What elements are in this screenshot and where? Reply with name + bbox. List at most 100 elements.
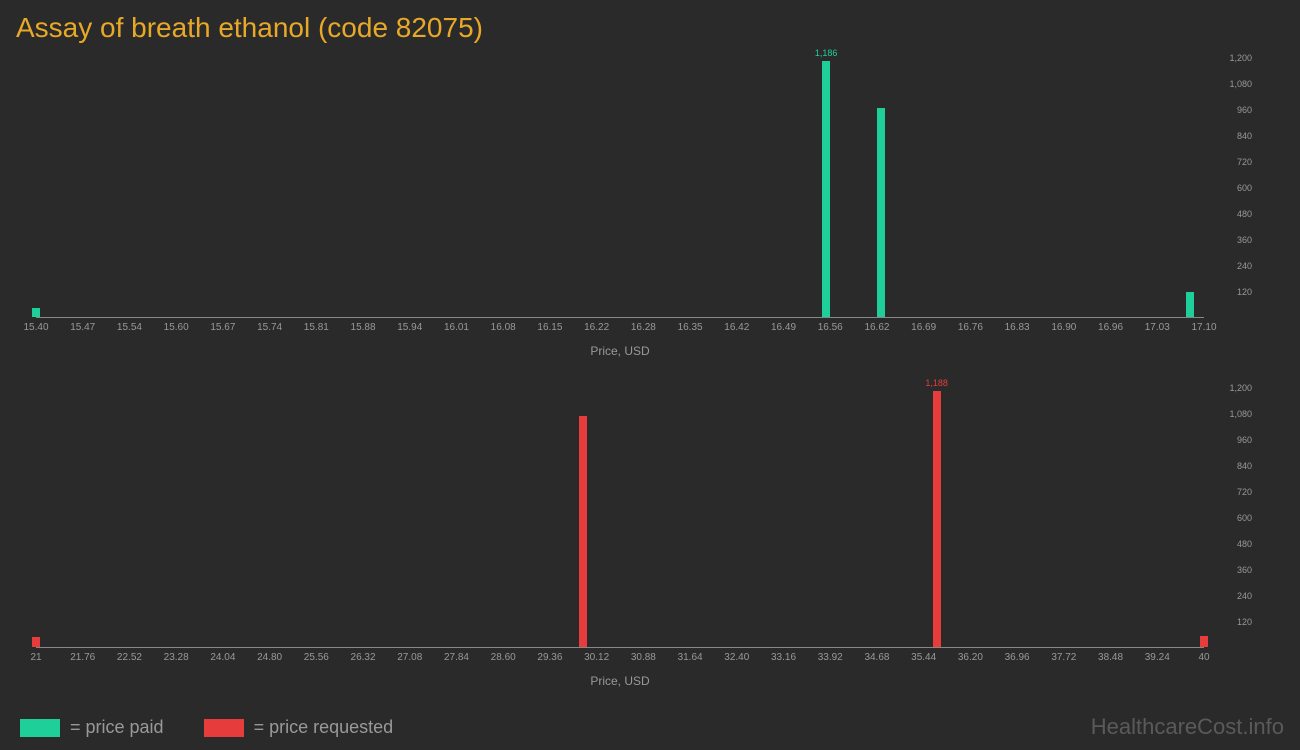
y-tick: 480	[1237, 539, 1252, 549]
x-axis-label-2: Price, USD	[590, 674, 649, 688]
y-tick: 840	[1237, 131, 1252, 141]
x-tick: 16.28	[631, 322, 656, 333]
legend: = price paid = price requested	[20, 717, 393, 738]
x-tick: 39.24	[1145, 652, 1170, 663]
x-tick: 15.47	[70, 322, 95, 333]
x-tick: 16.08	[491, 322, 516, 333]
chart-price-paid: 1,186 Number of services provided 120240…	[16, 58, 1284, 358]
y-tick: 960	[1237, 435, 1252, 445]
x-tick: 16.49	[771, 322, 796, 333]
x-axis-1: Price, USD 15.4015.4715.5415.6015.6715.7…	[36, 318, 1204, 358]
legend-label: = price requested	[254, 717, 394, 738]
y-tick: 1,080	[1229, 79, 1252, 89]
legend-swatch	[204, 719, 244, 737]
bar-value-label: 1,188	[925, 378, 948, 388]
bar	[32, 308, 40, 317]
x-tick: 16.90	[1051, 322, 1076, 333]
x-tick: 35.44	[911, 652, 936, 663]
x-tick: 15.54	[117, 322, 142, 333]
x-tick: 34.68	[864, 652, 889, 663]
y-tick: 480	[1237, 209, 1252, 219]
x-tick: 17.03	[1145, 322, 1170, 333]
x-tick: 27.84	[444, 652, 469, 663]
x-tick: 22.52	[117, 652, 142, 663]
y-tick: 240	[1237, 261, 1252, 271]
y-tick: 360	[1237, 235, 1252, 245]
x-tick: 23.28	[164, 652, 189, 663]
x-tick: 16.76	[958, 322, 983, 333]
y-tick: 840	[1237, 461, 1252, 471]
bar-value-label: 1,186	[815, 48, 838, 58]
x-tick: 33.16	[771, 652, 796, 663]
y-tick: 1,080	[1229, 409, 1252, 419]
x-tick: 15.74	[257, 322, 282, 333]
x-tick: 36.20	[958, 652, 983, 663]
bar	[32, 637, 40, 647]
x-tick: 38.48	[1098, 652, 1123, 663]
x-tick: 36.96	[1005, 652, 1030, 663]
y-tick: 600	[1237, 183, 1252, 193]
page-title: Assay of breath ethanol (code 82075)	[16, 12, 1284, 44]
x-axis-2: Price, USD 2121.7622.5223.2824.0424.8025…	[36, 648, 1204, 688]
x-axis-label-1: Price, USD	[590, 344, 649, 358]
chart-price-requested: 1,188 Number of services provided 120240…	[16, 388, 1284, 688]
x-tick: 16.96	[1098, 322, 1123, 333]
x-tick: 24.80	[257, 652, 282, 663]
x-tick: 16.22	[584, 322, 609, 333]
y-axis-1: Number of services provided 120240360480…	[1216, 58, 1276, 318]
x-tick: 15.81	[304, 322, 329, 333]
x-tick: 16.69	[911, 322, 936, 333]
legend-label: = price paid	[70, 717, 164, 738]
x-tick: 21	[30, 652, 41, 663]
bar	[877, 108, 885, 317]
x-tick: 16.42	[724, 322, 749, 333]
x-tick: 15.60	[164, 322, 189, 333]
y-axis-2: Number of services provided 120240360480…	[1216, 388, 1276, 648]
x-tick: 15.67	[210, 322, 235, 333]
x-tick: 15.94	[397, 322, 422, 333]
legend-item: = price paid	[20, 717, 164, 738]
x-tick: 29.36	[537, 652, 562, 663]
y-tick: 720	[1237, 157, 1252, 167]
bar	[1186, 292, 1194, 317]
x-tick: 28.60	[491, 652, 516, 663]
y-tick: 960	[1237, 105, 1252, 115]
plot-area-1: 1,186	[36, 58, 1204, 318]
bar	[579, 416, 587, 647]
x-tick: 16.56	[818, 322, 843, 333]
x-tick: 15.40	[23, 322, 48, 333]
x-tick: 33.92	[818, 652, 843, 663]
y-tick: 360	[1237, 565, 1252, 575]
bar: 1,188	[933, 391, 941, 647]
x-tick: 21.76	[70, 652, 95, 663]
x-tick: 16.62	[864, 322, 889, 333]
x-tick: 25.56	[304, 652, 329, 663]
x-tick: 16.01	[444, 322, 469, 333]
y-tick: 1,200	[1229, 53, 1252, 63]
y-tick: 120	[1237, 617, 1252, 627]
y-tick: 1,200	[1229, 383, 1252, 393]
y-tick: 120	[1237, 287, 1252, 297]
x-tick: 17.10	[1191, 322, 1216, 333]
x-tick: 15.88	[351, 322, 376, 333]
legend-item: = price requested	[204, 717, 394, 738]
x-tick: 37.72	[1051, 652, 1076, 663]
x-tick: 32.40	[724, 652, 749, 663]
x-tick: 40	[1198, 652, 1209, 663]
bar	[1200, 636, 1208, 647]
x-tick: 30.88	[631, 652, 656, 663]
x-tick: 27.08	[397, 652, 422, 663]
x-tick: 16.35	[678, 322, 703, 333]
x-tick: 16.15	[537, 322, 562, 333]
x-tick: 31.64	[678, 652, 703, 663]
x-tick: 16.83	[1005, 322, 1030, 333]
legend-swatch	[20, 719, 60, 737]
plot-area-2: 1,188	[36, 388, 1204, 648]
x-tick: 30.12	[584, 652, 609, 663]
watermark: HealthcareCost.info	[1091, 714, 1284, 740]
bar: 1,186	[822, 61, 830, 317]
x-tick: 26.32	[351, 652, 376, 663]
x-tick: 24.04	[210, 652, 235, 663]
y-tick: 240	[1237, 591, 1252, 601]
y-tick: 600	[1237, 513, 1252, 523]
